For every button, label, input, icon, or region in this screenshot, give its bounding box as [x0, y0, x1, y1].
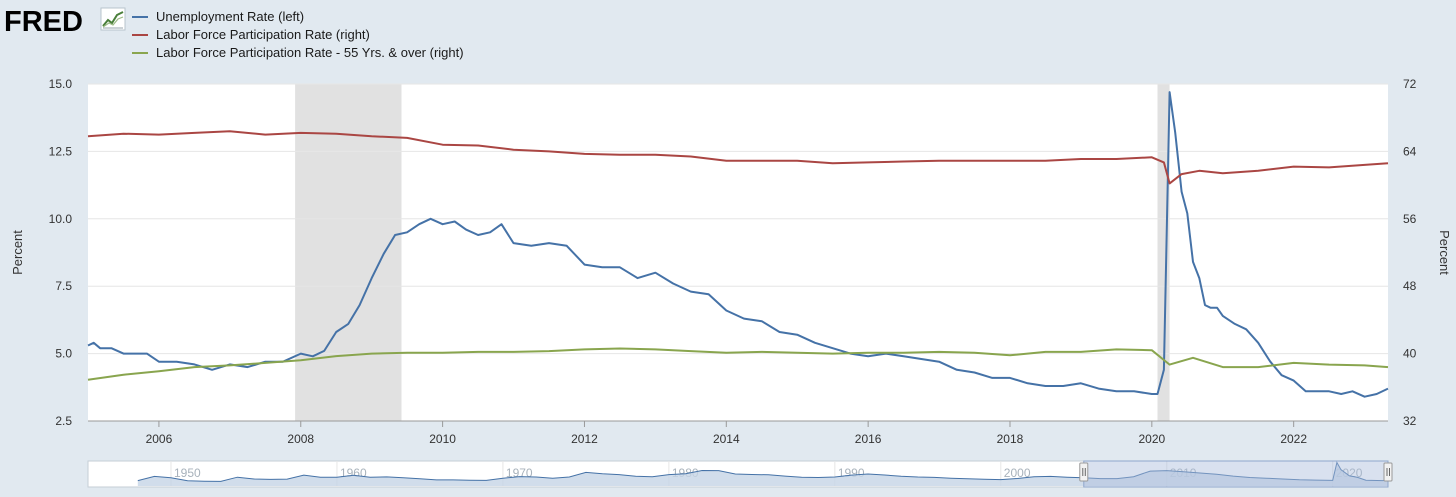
y-left-tick-label: 15.0	[49, 77, 73, 91]
series-line-unemployment	[87, 91, 1389, 398]
navigator-selection	[1083, 460, 1389, 488]
axes: 2.5 5.0 7.5 10.0 12.5 15.0 32 40 48 56 64 72 2006 200…	[49, 77, 1417, 446]
grip-handle-icon	[1079, 462, 1089, 482]
legend-item-unemployment[interactable]: Unemployment Rate (left)	[132, 8, 464, 26]
legend-swatch-lfpr-55	[132, 52, 148, 54]
legend-swatch-lfpr	[132, 34, 148, 36]
legend-label-lfpr: Labor Force Participation Rate (right)	[156, 27, 370, 42]
legend-item-lfpr-55[interactable]: Labor Force Participation Rate - 55 Yrs.…	[132, 44, 464, 62]
series-line-lfpr	[87, 130, 1389, 185]
x-tick-label: 2022	[1280, 432, 1307, 446]
y-left-tick-label: 5.0	[55, 347, 72, 361]
recession-band	[1157, 84, 1170, 421]
x-tick-label: 2006	[146, 432, 173, 446]
grip-handle-icon	[1383, 462, 1393, 482]
series-lines	[87, 91, 1389, 398]
legend-swatch-unemployment	[132, 16, 148, 18]
x-tick-label: 2020	[1138, 432, 1165, 446]
navigator-line	[137, 461, 1389, 482]
fred-logo[interactable]: FRED	[4, 6, 132, 41]
x-tick-label: 2018	[997, 432, 1024, 446]
y-right-tick-label: 72	[1403, 77, 1417, 91]
series-line-lfpr-55	[87, 347, 1389, 381]
x-tick-label: 2016	[855, 432, 882, 446]
fred-logo-text: FRED	[4, 6, 83, 36]
x-tick-label: 2012	[571, 432, 598, 446]
navigator-tick-label: 1950	[174, 466, 201, 480]
y-right-tick-label: 56	[1403, 212, 1417, 226]
range-handle-right[interactable]	[1383, 462, 1393, 482]
legend-item-lfpr[interactable]: Labor Force Participation Rate (right)	[132, 26, 464, 44]
legend-label-lfpr-55: Labor Force Participation Rate - 55 Yrs.…	[156, 45, 464, 60]
y-right-tick-label: 48	[1403, 279, 1417, 293]
line-chart-icon	[100, 7, 126, 31]
x-tick-label: 2014	[713, 432, 740, 446]
y-left-tick-label: 10.0	[49, 212, 73, 226]
y-left-tick-label: 7.5	[55, 279, 72, 293]
y-axis-left-label: Percent	[10, 230, 25, 275]
y-right-tick-label: 64	[1403, 144, 1417, 158]
range-navigator[interactable]: 19501960197019801990200020102020	[87, 460, 1393, 488]
x-tick-label: 2010	[429, 432, 456, 446]
y-right-tick-label: 40	[1403, 347, 1417, 361]
chart-header: FRED Unemployment Rate (left) Labor Forc…	[0, 0, 1456, 78]
x-tick-label: 2008	[287, 432, 314, 446]
chart-legend: Unemployment Rate (left) Labor Force Par…	[132, 8, 464, 62]
navigator-tick-label: 2000	[1004, 466, 1031, 480]
y-left-tick-label: 2.5	[55, 414, 72, 428]
range-handle-left[interactable]	[1079, 462, 1089, 482]
y-axis-right-label: Percent	[1437, 230, 1452, 275]
y-right-tick-label: 32	[1403, 414, 1417, 428]
y-left-tick-label: 12.5	[49, 144, 73, 158]
legend-label-unemployment: Unemployment Rate (left)	[156, 9, 305, 24]
